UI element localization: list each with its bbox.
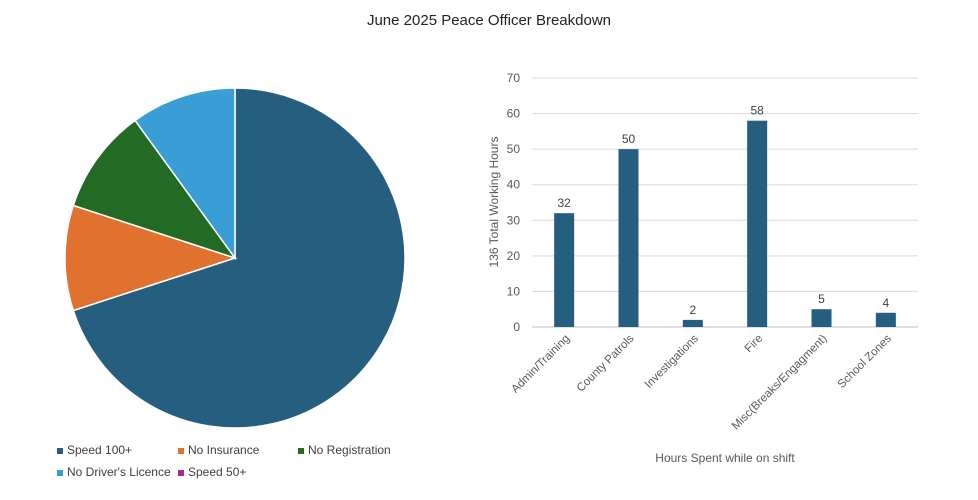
y-tick-label: 70 xyxy=(507,71,521,85)
data-label-school-zones: 4 xyxy=(882,296,889,310)
bar-admin-training xyxy=(554,213,575,327)
data-label-admin-training: 32 xyxy=(557,196,571,210)
bar-school-zones xyxy=(875,312,896,327)
x-tick-label-investigations: Investigations xyxy=(643,332,701,390)
legend-label-no-driver-s-licence: No Driver's Licence xyxy=(67,465,171,479)
x-tick-label-county-patrols: County Patrols xyxy=(575,332,637,394)
bar-fire xyxy=(747,120,768,327)
x-tick-label-admin-training: Admin/Training xyxy=(509,333,572,396)
bar-y-tick-labels: 0 10 20 30 40 50 60 70 xyxy=(507,71,521,334)
bar-misc-breaks-engagment xyxy=(811,309,832,327)
data-label-fire: 58 xyxy=(750,104,764,118)
bar-x-tick-labels: Admin/Training County Patrols Investigatio… xyxy=(509,332,894,432)
legend-label-speed-50: Speed 50+ xyxy=(188,465,246,479)
pie-slice-no-registration xyxy=(72,119,237,260)
y-tick-label: 60 xyxy=(507,107,521,121)
pie-legend: Speed 100+ No Insurance No Registration No … xyxy=(57,443,391,479)
data-label-misc-breaks-engagment: 5 xyxy=(818,292,825,306)
legend-label-no-insurance: No Insurance xyxy=(188,443,260,457)
y-tick-label: 40 xyxy=(507,178,521,192)
bar-y-axis-label: 136 Total Working Hours xyxy=(487,137,501,268)
legend-swatch-no-insurance xyxy=(178,448,184,454)
pie-slice-no-driver-s-licence xyxy=(134,87,236,261)
legend-label-no-registration: No Registration xyxy=(308,443,391,457)
bar-data-labels: 32 50 2 58 5 4 xyxy=(557,104,889,317)
legend-swatch-no-driver-s-licence xyxy=(57,470,63,476)
y-tick-label: 20 xyxy=(507,249,521,263)
legend-swatch-speed-100 xyxy=(57,448,63,454)
pie-slices xyxy=(64,87,406,429)
x-tick-label-school-zones: School Zones xyxy=(836,332,894,390)
pie-slice-speed-100 xyxy=(72,87,406,429)
pie-slice-no-insurance xyxy=(64,204,238,312)
y-tick-label: 0 xyxy=(513,320,520,334)
bar-county-patrols xyxy=(618,149,639,327)
y-tick-label: 30 xyxy=(507,213,521,227)
y-tick-label: 10 xyxy=(507,284,521,298)
legend-swatch-no-registration xyxy=(298,448,304,454)
chart-title: June 2025 Peace Officer Breakdown xyxy=(366,12,612,29)
bar-investigations xyxy=(682,319,703,327)
bar-x-axis-label: Hours Spent while on shift xyxy=(655,451,795,465)
x-tick-label-fire: Fire xyxy=(743,333,765,355)
data-label-investigations: 2 xyxy=(689,303,696,317)
data-label-county-patrols: 50 xyxy=(622,132,636,146)
legend-swatch-speed-50 xyxy=(178,470,184,476)
y-tick-label: 50 xyxy=(507,142,521,156)
bar-gridlines xyxy=(532,77,918,328)
bar-series xyxy=(554,120,896,327)
legend-label-speed-100: Speed 100+ xyxy=(67,443,132,457)
